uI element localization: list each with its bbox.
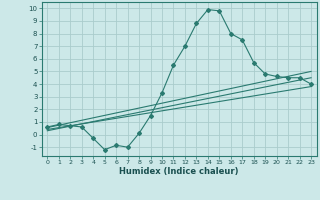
- X-axis label: Humidex (Indice chaleur): Humidex (Indice chaleur): [119, 167, 239, 176]
